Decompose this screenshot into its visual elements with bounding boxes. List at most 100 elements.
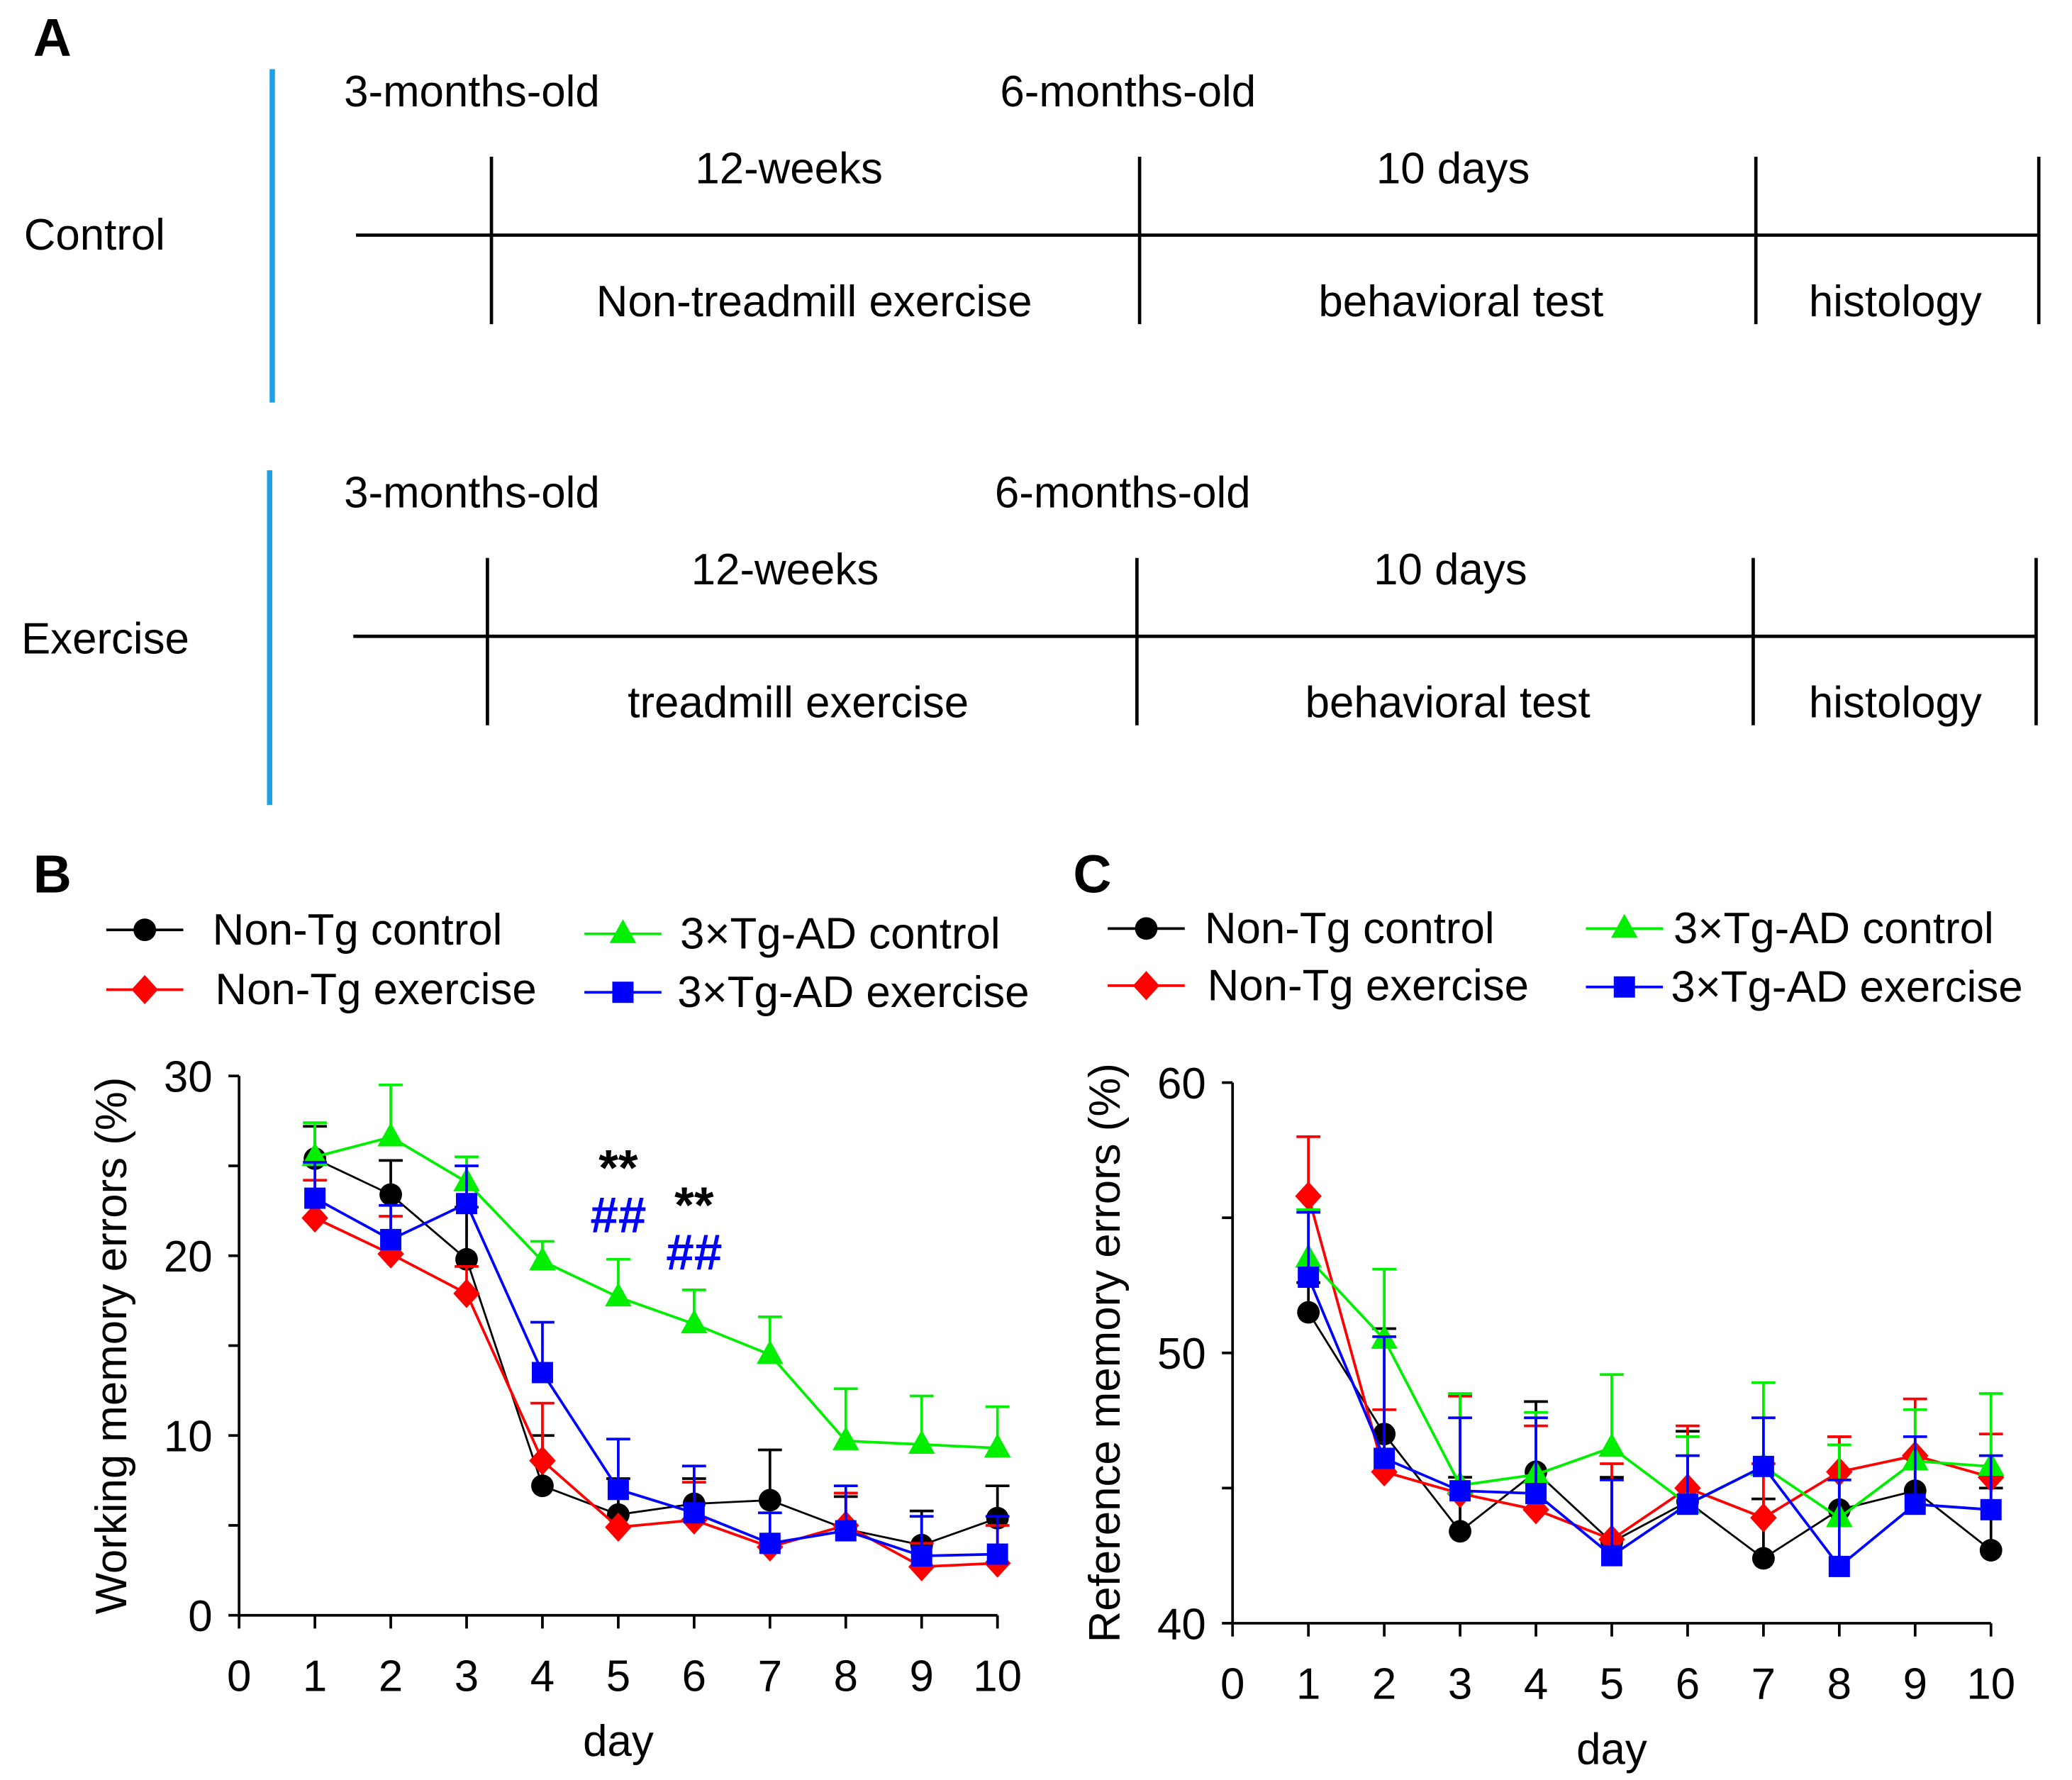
legend-label: 3×Tg-AD exercise	[677, 968, 1029, 1017]
y-tick-label: 50	[1157, 1330, 1206, 1379]
panel-label-c: C	[1073, 845, 1111, 904]
significance-stars: **	[598, 1140, 638, 1196]
x-tick-label: 2	[1372, 1660, 1396, 1709]
x-tick-label: 1	[303, 1652, 327, 1701]
y-axis-label: Reference memory errors (%)	[1081, 1063, 1130, 1642]
age-start-label: 3-months-old	[344, 67, 600, 116]
significance-stars: **	[674, 1177, 714, 1233]
data-point-square	[612, 981, 634, 1003]
data-point-square	[1613, 976, 1635, 998]
data-point-square	[1752, 1455, 1774, 1477]
x-tick-label: 5	[1600, 1660, 1624, 1709]
data-point-triangle	[757, 1340, 784, 1364]
series-non-tg-control	[303, 1125, 1010, 1557]
x-tick-label: 4	[530, 1652, 555, 1701]
data-point-square	[1298, 1267, 1320, 1289]
y-tick-label: 0	[188, 1592, 212, 1641]
x-tick-label: 6	[1676, 1660, 1700, 1709]
data-point-circle	[1297, 1301, 1320, 1324]
data-point-diamond	[1132, 971, 1160, 1001]
period-label: 12-weeks	[695, 145, 882, 194]
x-tick-label: 10	[973, 1652, 1022, 1701]
data-point-diamond	[131, 974, 158, 1005]
series-line	[314, 1135, 998, 1450]
group-label: Exercise	[21, 615, 189, 664]
data-point-circle	[1135, 917, 1158, 940]
chart-reference-memory: 0 1 2 3 4 5 6 7 8 9 10 40 50 60 day Reference memory er…	[1081, 904, 2023, 1774]
period-label: 10 days	[1374, 545, 1527, 594]
timeline-exercise: Exercise 3-months-old 6-months-old 12-weeks…	[21, 469, 2038, 806]
data-point-square	[835, 1520, 857, 1542]
panel-label-a: A	[33, 8, 72, 67]
data-point-square	[1374, 1447, 1396, 1469]
data-point-square	[1600, 1545, 1622, 1567]
panel-label-b: B	[33, 845, 72, 904]
x-axis-label: day	[1576, 1725, 1647, 1774]
significance-hashes: ##	[590, 1188, 646, 1244]
data-point-circle	[1751, 1547, 1775, 1570]
series-3-tg-ad-exercise	[1296, 1211, 2003, 1577]
data-point-diamond	[1295, 1181, 1322, 1211]
data-point-square	[1980, 1498, 2002, 1520]
legend-item: 3×Tg-AD control	[584, 909, 1001, 958]
schematic: Control 3-months-old 6-months-old 12-weeks 1…	[21, 67, 2041, 806]
series-line	[314, 1196, 998, 1557]
data-point-square	[1828, 1555, 1850, 1577]
series-line	[314, 1157, 998, 1547]
data-point-square	[759, 1533, 781, 1554]
x-tick-label: 6	[682, 1652, 706, 1701]
data-point-circle	[379, 1183, 402, 1206]
data-point-square	[531, 1362, 553, 1384]
data-point-triangle	[301, 1142, 328, 1167]
x-tick-label: 9	[910, 1652, 934, 1701]
legend-label: 3×Tg-AD exercise	[1671, 962, 2022, 1011]
data-point-triangle	[681, 1309, 708, 1334]
data-point-triangle	[984, 1433, 1011, 1458]
stage-label: behavioral test	[1305, 679, 1591, 728]
x-tick-label: 0	[227, 1652, 251, 1701]
x-tick-label: 0	[1220, 1660, 1244, 1709]
chart-working-memory: 0 1 2 3 4 5 6 7 8 9 10 0 10 20 30 day Working memory err…	[87, 906, 1030, 1766]
legend-item: Non-Tg control	[106, 906, 502, 955]
x-tick-label: 10	[1966, 1660, 2015, 1709]
series-3-tg-ad-exercise	[303, 1161, 1010, 1567]
y-axis-label: Working memory errors (%)	[87, 1077, 136, 1615]
stage-label: histology	[1809, 679, 1982, 728]
x-tick-label: 9	[1903, 1660, 1927, 1709]
data-point-square	[1904, 1493, 1926, 1515]
x-tick-label: 1	[1296, 1660, 1320, 1709]
series-3-tg-ad-control	[301, 1084, 1011, 1458]
data-point-diamond	[529, 1446, 556, 1476]
legend-label: 3×Tg-AD control	[680, 909, 1001, 958]
y-tick-label: 20	[164, 1233, 213, 1281]
x-tick-label: 2	[379, 1652, 403, 1701]
series-line	[1307, 1257, 1991, 1520]
data-point-circle	[133, 918, 157, 942]
stage-label: behavioral test	[1318, 277, 1603, 326]
y-tick-label: 30	[164, 1053, 213, 1102]
stage-label: treadmill exercise	[628, 679, 969, 728]
y-tick-label: 60	[1157, 1059, 1206, 1108]
data-point-triangle	[1598, 1433, 1625, 1457]
y-tick-label: 40	[1157, 1600, 1206, 1649]
series-3-tg-ad-control	[1295, 1208, 2005, 1528]
data-point-triangle	[609, 919, 637, 943]
series-non-tg-control	[1296, 1281, 2003, 1570]
age-end-label: 6-months-old	[995, 469, 1251, 518]
legend-item: Non-Tg exercise	[106, 965, 537, 1014]
legend-label: Non-Tg control	[1205, 904, 1495, 953]
legend-label: Non-Tg exercise	[1208, 961, 1529, 1010]
series-line	[1307, 1196, 1992, 1541]
data-point-circle	[1979, 1539, 2003, 1562]
data-point-diamond	[453, 1279, 480, 1308]
age-end-label: 6-months-old	[1000, 67, 1256, 116]
x-tick-label: 7	[758, 1652, 782, 1701]
x-tick-label: 3	[1448, 1660, 1472, 1709]
data-point-square	[1449, 1480, 1471, 1502]
stage-label: histology	[1809, 277, 1982, 326]
x-tick-label: 8	[834, 1652, 858, 1701]
series-non-tg-exercise	[301, 1179, 1011, 1581]
x-tick-label: 7	[1751, 1660, 1776, 1709]
data-point-square	[910, 1545, 932, 1567]
